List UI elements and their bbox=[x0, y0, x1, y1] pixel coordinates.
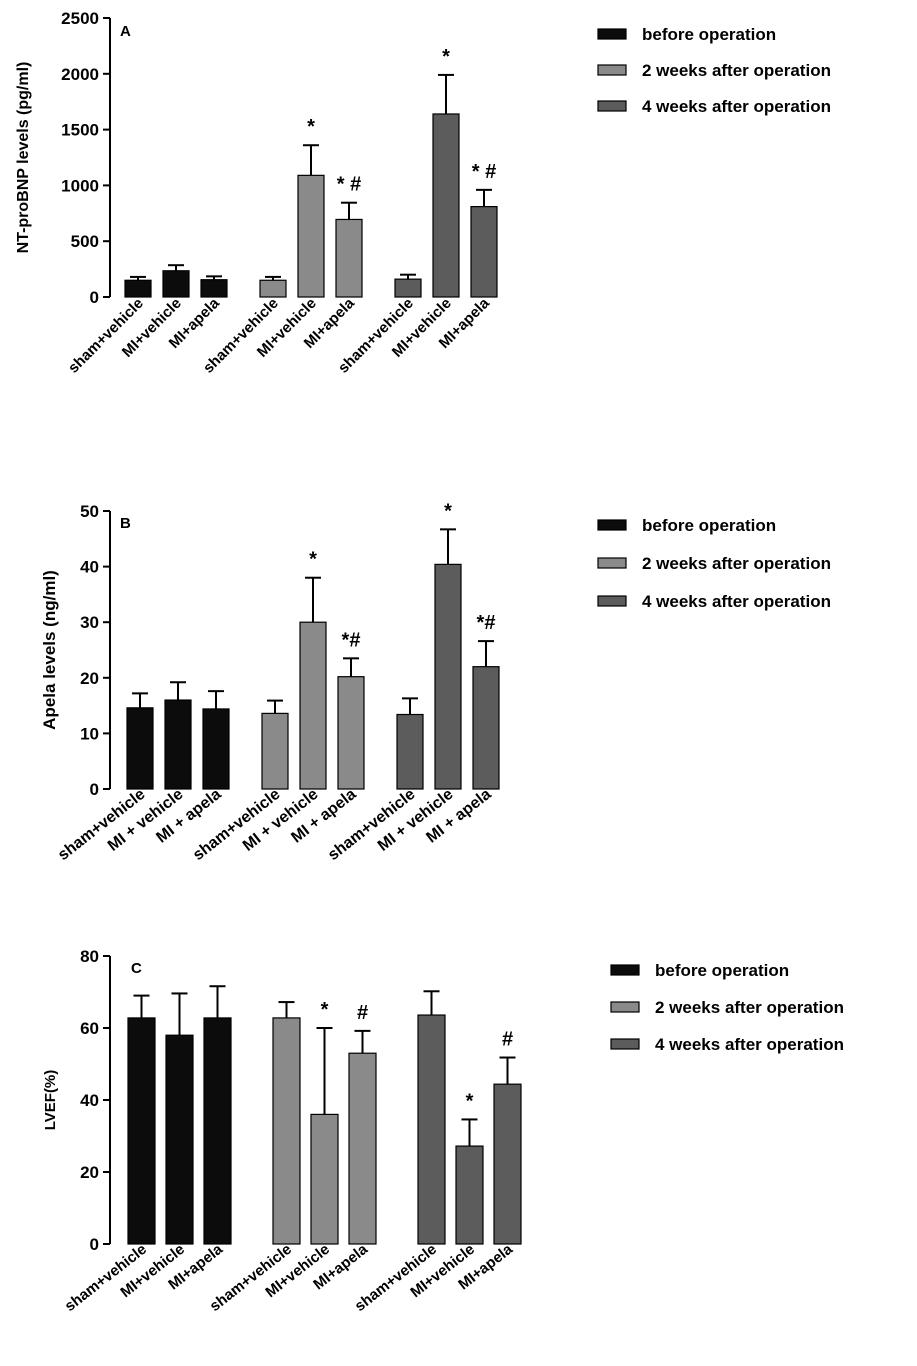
bar bbox=[434, 563, 462, 790]
significance-annotation: * bbox=[309, 549, 317, 571]
bar bbox=[297, 174, 325, 298]
panel-c-chart: C 0 20 40 60 80 LVEF(%) sham+vehicle MI+vehicle M… bbox=[0, 935, 917, 1366]
y-tick-label: 30 bbox=[80, 613, 99, 632]
bar bbox=[202, 708, 230, 790]
bar bbox=[470, 206, 498, 298]
bar bbox=[200, 279, 228, 298]
y-tick-label: 2500 bbox=[61, 9, 99, 28]
bar bbox=[261, 712, 289, 790]
bar bbox=[394, 278, 422, 298]
y-tick-label: 0 bbox=[90, 1235, 99, 1254]
legend-swatch bbox=[597, 64, 627, 76]
significance-annotation: # bbox=[357, 1002, 368, 1024]
significance-annotation: * bbox=[466, 1090, 474, 1112]
y-tick-label: 1500 bbox=[61, 121, 99, 140]
bar bbox=[164, 699, 192, 790]
legend-entry: 2 weeks after operation bbox=[642, 554, 831, 573]
legend-entry: 4 weeks after operation bbox=[655, 1035, 844, 1054]
legend-entry: before operation bbox=[642, 25, 776, 44]
bar bbox=[335, 218, 363, 298]
bar bbox=[432, 113, 460, 298]
legend-swatch bbox=[597, 519, 627, 531]
y-tick-label: 0 bbox=[90, 288, 99, 307]
y-tick-label: 60 bbox=[80, 1019, 99, 1038]
bar bbox=[272, 1017, 301, 1245]
bar bbox=[162, 270, 190, 298]
y-tick-label: 500 bbox=[71, 232, 99, 251]
legend-entry: 4 weeks after operation bbox=[642, 592, 831, 611]
panel-a-chart: A 0 500 1000 1500 2000 2500 NT-proBNP levels (p… bbox=[0, 0, 917, 450]
legend-entry: 4 weeks after operation bbox=[642, 97, 831, 116]
legend-entry: before operation bbox=[655, 961, 789, 980]
legend-swatch bbox=[597, 557, 627, 569]
y-tick-label: 20 bbox=[80, 1163, 99, 1182]
significance-annotation: * bbox=[307, 116, 315, 138]
panel-b-chart: B 0 10 20 30 40 50 Apela levels (ng/ml) sham+veh… bbox=[0, 490, 917, 940]
y-tick-label: 1000 bbox=[61, 176, 99, 195]
bar bbox=[348, 1052, 377, 1245]
y-axis-label: Apela levels (ng/ml) bbox=[40, 570, 59, 730]
panel-letter: C bbox=[131, 960, 142, 977]
legend-entry: 2 weeks after operation bbox=[642, 61, 831, 80]
y-tick-label: 40 bbox=[80, 1091, 99, 1110]
significance-annotation: * # bbox=[337, 174, 361, 196]
significance-annotation: * bbox=[444, 500, 452, 522]
y-tick-label: 80 bbox=[80, 947, 99, 966]
significance-annotation: * bbox=[321, 999, 329, 1021]
legend-swatch bbox=[610, 1038, 640, 1050]
bar bbox=[417, 1014, 446, 1245]
y-tick-label: 20 bbox=[80, 669, 99, 688]
significance-annotation: *# bbox=[477, 612, 496, 634]
bar bbox=[299, 621, 327, 790]
y-tick-label: 40 bbox=[80, 558, 99, 577]
bar bbox=[259, 279, 287, 298]
panel-letter: A bbox=[120, 23, 131, 40]
chart-svg-c: C020406080LVEF(%)sham+vehicleMI+vehicleM… bbox=[42, 947, 844, 1315]
legend-swatch bbox=[597, 28, 627, 40]
y-axis-label: NT-proBNP levels (pg/ml) bbox=[15, 62, 32, 254]
y-tick-label: 0 bbox=[90, 780, 99, 799]
y-axis-label: LVEF(%) bbox=[42, 1070, 59, 1131]
bar bbox=[493, 1083, 522, 1245]
legend-entry: 2 weeks after operation bbox=[655, 998, 844, 1017]
bar bbox=[472, 666, 500, 790]
y-tick-label: 10 bbox=[80, 724, 99, 743]
bar bbox=[337, 676, 365, 790]
y-tick-label: 2000 bbox=[61, 65, 99, 84]
bar bbox=[396, 713, 424, 790]
bar bbox=[165, 1034, 194, 1245]
bar bbox=[310, 1113, 339, 1245]
panel-letter: B bbox=[120, 515, 131, 532]
significance-annotation: * # bbox=[472, 161, 496, 183]
bar bbox=[126, 707, 154, 790]
legend-entry: before operation bbox=[642, 516, 776, 535]
significance-annotation: # bbox=[502, 1029, 513, 1051]
chart-svg-a: A 0 500 1000 1500 2000 2500 NT-proBNP levels (p… bbox=[15, 9, 831, 377]
significance-annotation: * bbox=[442, 46, 450, 68]
significance-annotation: *# bbox=[342, 629, 361, 651]
bar bbox=[455, 1145, 484, 1245]
y-tick-label: 50 bbox=[80, 502, 99, 521]
legend-swatch bbox=[610, 964, 640, 976]
legend-swatch bbox=[610, 1001, 640, 1013]
bar bbox=[127, 1017, 156, 1245]
legend-swatch bbox=[597, 595, 627, 607]
legend-swatch bbox=[597, 100, 627, 112]
bar bbox=[203, 1017, 232, 1245]
bar bbox=[124, 279, 152, 298]
